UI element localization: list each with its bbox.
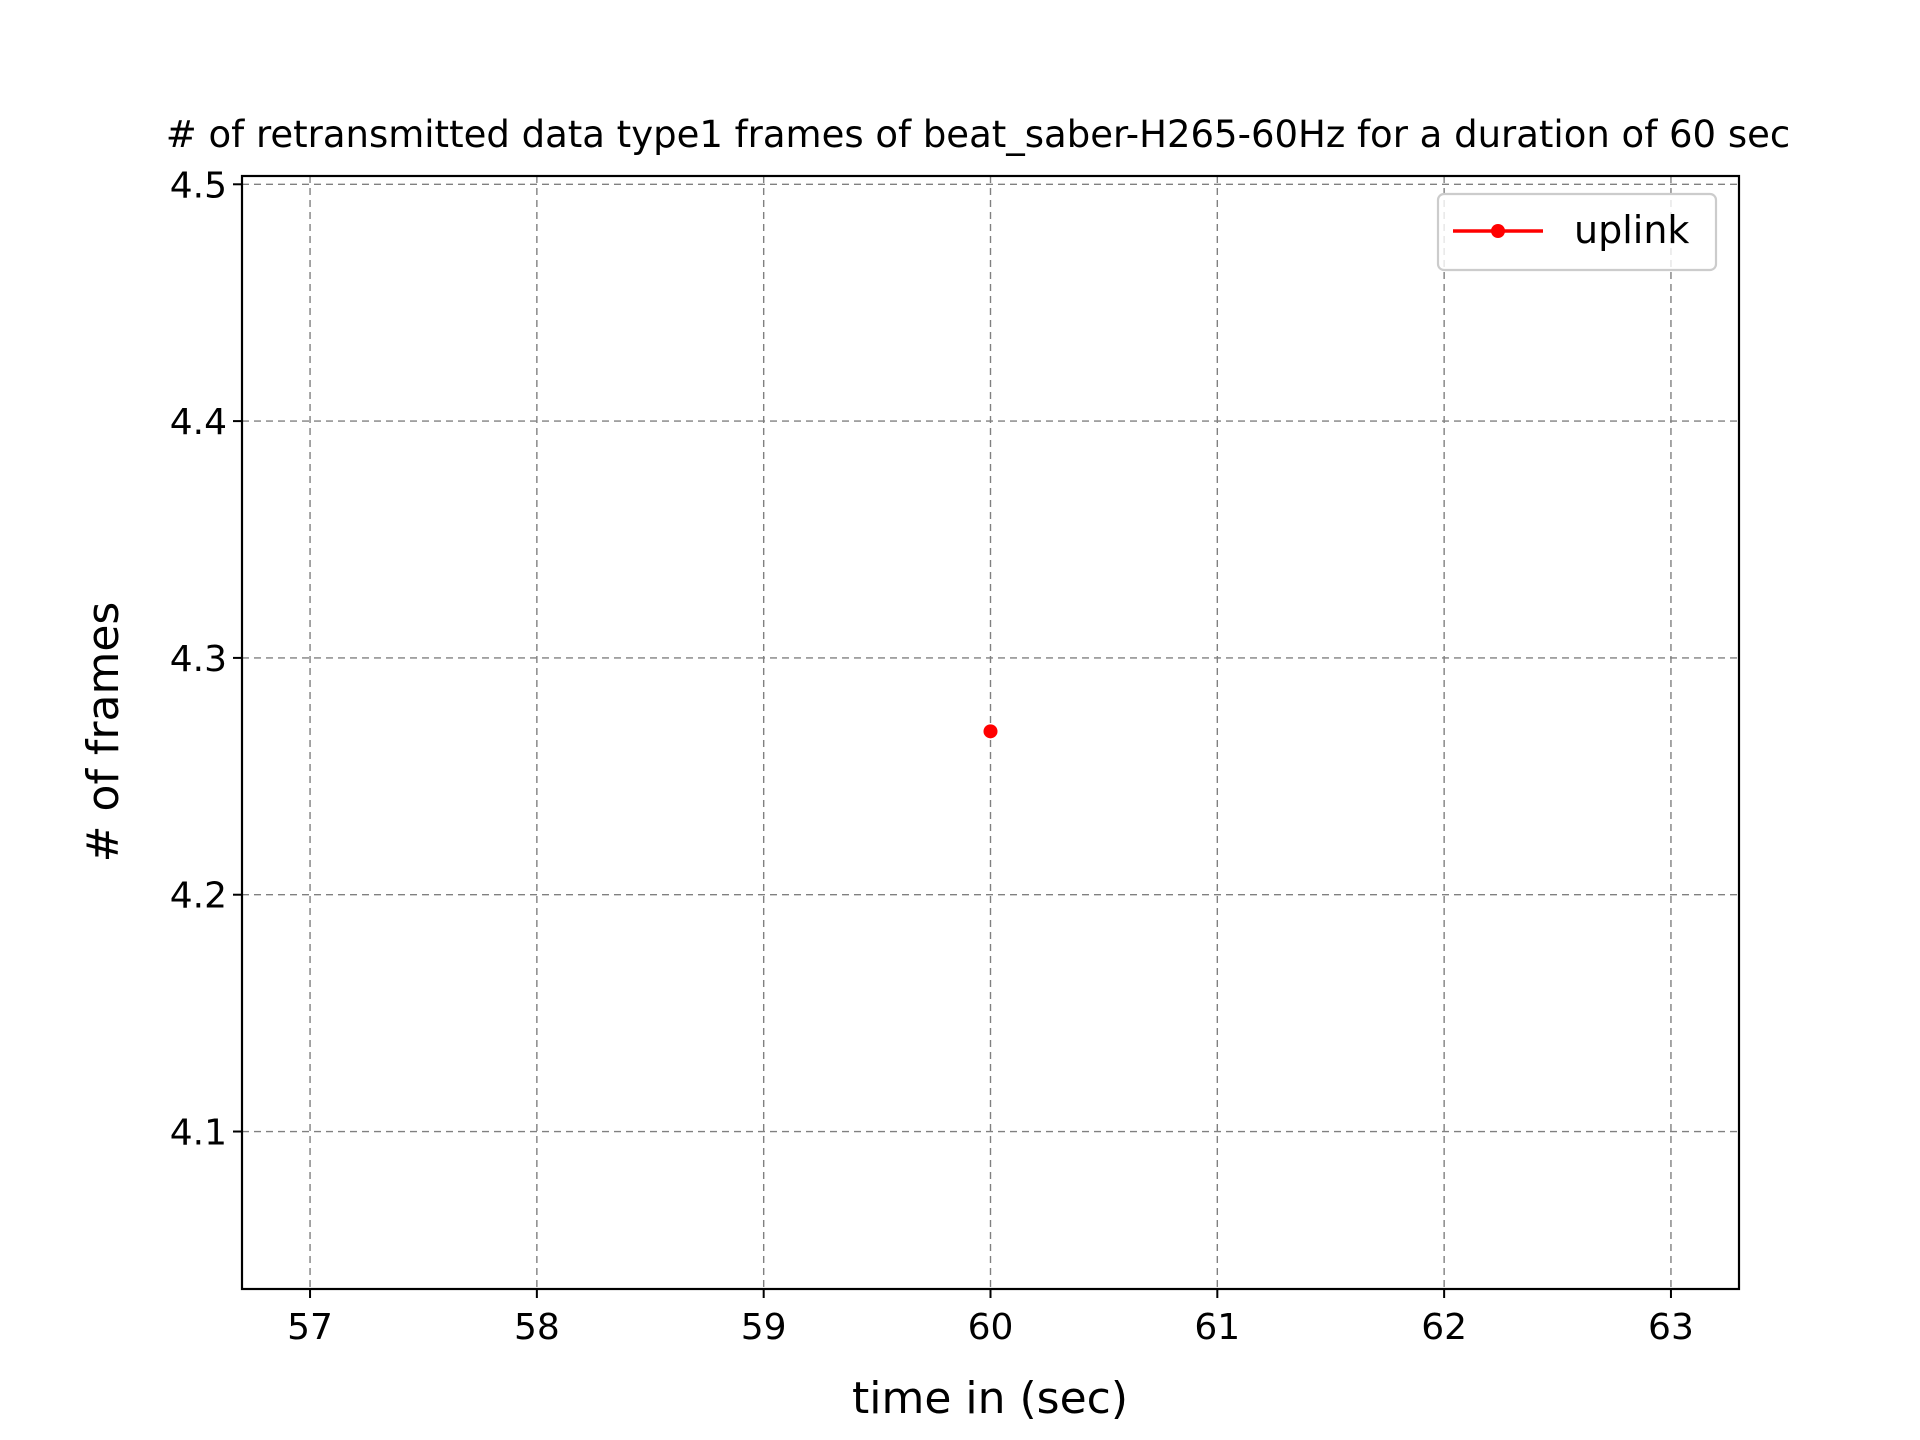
x-tick-label: 58 bbox=[514, 1307, 560, 1348]
legend-marker-uplink bbox=[1491, 224, 1505, 238]
x-tick-label: 60 bbox=[968, 1307, 1014, 1348]
y-tick-label: 4.3 bbox=[170, 639, 227, 680]
data-point-uplink bbox=[983, 724, 998, 739]
x-tick-label: 61 bbox=[1194, 1307, 1240, 1348]
legend-box bbox=[1436, 192, 1718, 272]
data-series bbox=[983, 724, 998, 739]
x-tick-label: 62 bbox=[1421, 1307, 1467, 1348]
x-tick-label: 57 bbox=[287, 1307, 333, 1348]
legend-label-uplink: uplink bbox=[1574, 208, 1689, 252]
x-tick-label: 59 bbox=[741, 1307, 787, 1348]
x-axis-label: time in (sec) bbox=[852, 1373, 1128, 1424]
y-tick-label: 4.5 bbox=[170, 165, 227, 206]
gridlines bbox=[242, 176, 1739, 1289]
x-tick-label: 63 bbox=[1648, 1307, 1694, 1348]
chart-title: # of retransmitted data type1 frames of … bbox=[166, 113, 1790, 156]
y-tick-label: 4.1 bbox=[170, 1113, 227, 1154]
legend: uplink bbox=[1436, 192, 1718, 272]
y-tick-label: 4.2 bbox=[170, 876, 227, 917]
plot-frame bbox=[240, 174, 1741, 1291]
y-axis-label: # of frames bbox=[78, 602, 129, 863]
y-tick-label: 4.4 bbox=[170, 402, 227, 443]
axis-ticks: 57 58 59 60 61 62 63 4.1 4.2 4.3 4.4 4.5 bbox=[170, 165, 1694, 1348]
